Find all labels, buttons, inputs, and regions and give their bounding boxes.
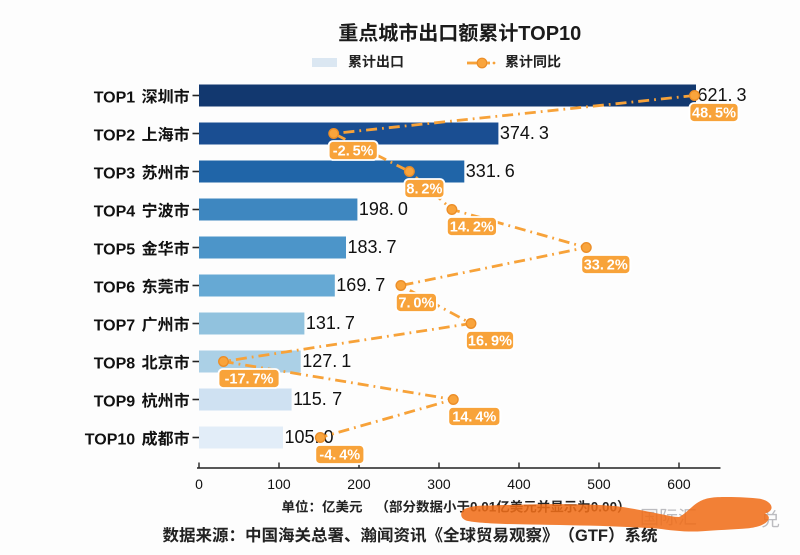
svg-text:621.: 621. bbox=[698, 85, 733, 105]
svg-text:300: 300 bbox=[427, 476, 451, 492]
svg-text:2%: 2% bbox=[607, 258, 628, 274]
svg-text:200: 200 bbox=[347, 476, 371, 492]
svg-text:6: 6 bbox=[505, 161, 515, 181]
svg-text:14.: 14. bbox=[452, 410, 472, 426]
svg-text:-17.: -17. bbox=[225, 372, 250, 388]
svg-text:TOP6: TOP6 bbox=[94, 279, 136, 296]
svg-text:8.: 8. bbox=[406, 182, 418, 198]
svg-text:7: 7 bbox=[387, 237, 397, 257]
svg-text:198.: 198. bbox=[359, 199, 394, 219]
svg-text:4%: 4% bbox=[475, 410, 496, 426]
svg-text:183.: 183. bbox=[348, 237, 383, 257]
svg-text:7: 7 bbox=[345, 313, 355, 333]
svg-text:7.: 7. bbox=[398, 296, 410, 312]
svg-text:-2.: -2. bbox=[333, 144, 350, 160]
svg-text:7: 7 bbox=[375, 275, 385, 295]
svg-text:100: 100 bbox=[267, 476, 291, 492]
svg-text:2%: 2% bbox=[421, 182, 442, 198]
svg-text:TOP5: TOP5 bbox=[94, 241, 136, 258]
svg-text:GTF: GTF bbox=[575, 527, 608, 545]
svg-text:600: 600 bbox=[667, 476, 691, 492]
svg-text:TOP9: TOP9 bbox=[94, 393, 136, 410]
svg-text:TOP4: TOP4 bbox=[94, 203, 136, 220]
svg-text:115.: 115. bbox=[293, 389, 327, 409]
svg-text:7: 7 bbox=[332, 389, 342, 409]
svg-text:16.: 16. bbox=[468, 334, 488, 350]
svg-text:500: 500 bbox=[587, 476, 611, 492]
svg-text:-4.: -4. bbox=[319, 448, 336, 464]
svg-text:400: 400 bbox=[507, 476, 531, 492]
svg-text:0: 0 bbox=[195, 476, 203, 492]
svg-text:48.: 48. bbox=[692, 106, 712, 122]
svg-text:TOP8: TOP8 bbox=[94, 355, 136, 372]
svg-text:0%: 0% bbox=[413, 296, 434, 312]
svg-text:169.: 169. bbox=[336, 275, 371, 295]
svg-text:0: 0 bbox=[324, 427, 334, 447]
svg-text:33.: 33. bbox=[584, 258, 604, 274]
svg-text:374.: 374. bbox=[500, 123, 535, 143]
svg-text:127.: 127. bbox=[302, 351, 337, 371]
svg-text:TOP2: TOP2 bbox=[94, 127, 136, 144]
svg-text:4%: 4% bbox=[339, 448, 360, 464]
svg-text:TOP10: TOP10 bbox=[518, 23, 581, 45]
svg-text:3: 3 bbox=[737, 85, 747, 105]
svg-text:3: 3 bbox=[539, 123, 549, 143]
svg-text:105.: 105. bbox=[285, 427, 320, 447]
svg-text:9%: 9% bbox=[491, 334, 512, 350]
svg-text:TOP1: TOP1 bbox=[94, 89, 136, 106]
svg-text:0: 0 bbox=[398, 199, 408, 219]
svg-text:2%: 2% bbox=[473, 220, 494, 236]
svg-text:331.: 331. bbox=[466, 161, 501, 181]
svg-text:14.: 14. bbox=[450, 220, 470, 236]
svg-text:5%: 5% bbox=[353, 144, 374, 160]
svg-text:TOP7: TOP7 bbox=[94, 317, 136, 334]
svg-text:7%: 7% bbox=[253, 372, 274, 388]
svg-text:131.: 131. bbox=[306, 313, 341, 333]
svg-text:TOP3: TOP3 bbox=[94, 165, 136, 182]
svg-text:5%: 5% bbox=[715, 106, 736, 122]
svg-text:TOP10: TOP10 bbox=[85, 431, 136, 448]
svg-text:1: 1 bbox=[341, 351, 351, 371]
